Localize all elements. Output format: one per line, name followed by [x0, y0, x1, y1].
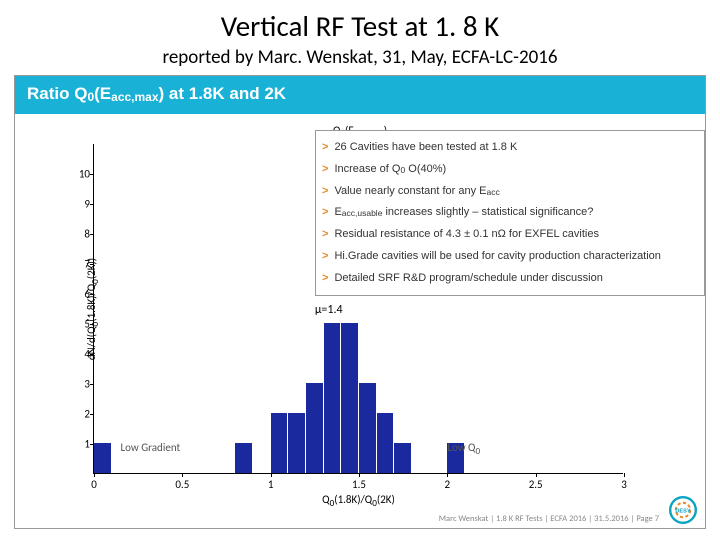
x-tick-mark [359, 473, 360, 477]
svg-text:DESY: DESY [675, 508, 691, 514]
y-tick-label: 8 [66, 228, 90, 241]
bullet-list: >26 Cavities have been tested at 1.8 K>I… [315, 130, 705, 296]
desy-logo: DESY [667, 494, 699, 526]
slide-title: Vertical RF Test at 1. 8 K [0, 0, 720, 44]
y-tick-mark [90, 264, 94, 265]
x-tick-mark [447, 473, 448, 477]
x-tick-label: 2.5 [529, 478, 543, 491]
chevron-icon: > [322, 206, 328, 220]
y-tick-mark [90, 414, 94, 415]
bullet-item: >26 Cavities have been tested at 1.8 K [322, 137, 696, 159]
histogram-bar [271, 413, 288, 473]
x-tick-label: 1 [268, 478, 274, 491]
x-axis-label: Q0(1.8K)/Q0(2K) [322, 493, 395, 509]
slide-footer: Marc Wenskat | 1.8 K RF Tests | ECFA 201… [439, 514, 659, 524]
chevron-icon: > [322, 185, 328, 199]
bullet-item: > Eacc,usable increases slightly – statis… [322, 202, 696, 224]
x-tick-mark [94, 473, 95, 477]
histogram-bar [394, 443, 411, 473]
bullet-text: Increase of Q0 O(40%) [334, 163, 446, 177]
y-tick-mark [90, 324, 94, 325]
chevron-icon: > [322, 272, 328, 286]
chevron-icon: > [322, 250, 328, 264]
x-tick-label: 2 [445, 478, 451, 491]
x-tick-mark [271, 473, 272, 477]
y-tick-label: 10 [66, 168, 90, 181]
banner-title: Ratio Q0(Eacc,max) at 1.8K and 2K [15, 76, 705, 114]
histogram-bar [341, 323, 358, 473]
bullet-text: Value nearly constant for any Eacc [334, 185, 499, 199]
y-tick-mark [90, 384, 94, 385]
chart-area: Q0(Eacc,max) dN/d(Q0(1.8K)/Q0(2K)) Q0(1.… [15, 118, 705, 498]
histogram-bar [359, 383, 376, 473]
bullet-text: Residual resistance of 4.3 ± 0.1 nΩ for … [334, 228, 599, 242]
chart-annotation: Low Gradient [121, 441, 181, 454]
slide-subtitle: reported by Marc. Wenskat, 31, May, ECFA… [0, 44, 720, 75]
histogram-bar [235, 443, 252, 473]
y-tick-mark [90, 174, 94, 175]
y-axis-label: dN/d(Q0(1.8K)/Q0(2K)) [85, 257, 101, 359]
x-tick-label: 1.5 [352, 478, 366, 491]
y-tick-label: 4 [66, 348, 90, 361]
y-tick-label: 5 [66, 318, 90, 331]
bullet-text: Detailed SRF R&D program/schedule under … [334, 272, 602, 286]
bullet-item: > Detailed SRF R&D program/schedule under… [322, 268, 696, 290]
y-tick-label: 3 [66, 378, 90, 391]
histogram-bar [324, 323, 341, 473]
histogram-bar [377, 413, 394, 473]
bullet-item: > Increase of Q0 O(40%) [322, 159, 696, 181]
content-panel: Ratio Q0(Eacc,max) at 1.8K and 2K Q0(Eac… [14, 75, 706, 529]
bullet-text: 26 Cavities have been tested at 1.8 K [334, 141, 517, 155]
y-tick-mark [90, 234, 94, 235]
chevron-icon: > [322, 141, 328, 155]
histogram-bar [94, 443, 111, 473]
y-tick-label: 7 [66, 258, 90, 271]
bullet-item: > Value nearly constant for any Eacc [322, 181, 696, 203]
y-tick-label: 2 [66, 408, 90, 421]
histogram-bar [306, 383, 323, 473]
y-tick-label: 1 [66, 438, 90, 451]
y-tick-mark [90, 294, 94, 295]
chart-annotation: Low Q0 [447, 441, 480, 457]
x-tick-mark [182, 473, 183, 477]
chevron-icon: > [322, 163, 328, 177]
histogram-bar [288, 413, 305, 473]
bullet-text: Hi.Grade cavities will be used for cavit… [334, 250, 660, 264]
chevron-icon: > [322, 228, 328, 242]
x-tick-label: 0.5 [175, 478, 189, 491]
bullet-item: > Residual resistance of 4.3 ± 0.1 nΩ for… [322, 224, 696, 246]
x-tick-label: 3 [621, 478, 627, 491]
bullet-text: Eacc,usable increases slightly – statist… [334, 206, 593, 220]
x-tick-mark [624, 473, 625, 477]
x-tick-label: 0 [91, 478, 97, 491]
x-tick-mark [536, 473, 537, 477]
y-tick-label: 9 [66, 198, 90, 211]
mu-annotation: µ=1.4 [315, 303, 343, 317]
y-tick-mark [90, 204, 94, 205]
y-tick-label: 6 [66, 288, 90, 301]
y-tick-mark [90, 354, 94, 355]
bullet-item: > Hi.Grade cavities will be used for cavi… [322, 246, 696, 268]
